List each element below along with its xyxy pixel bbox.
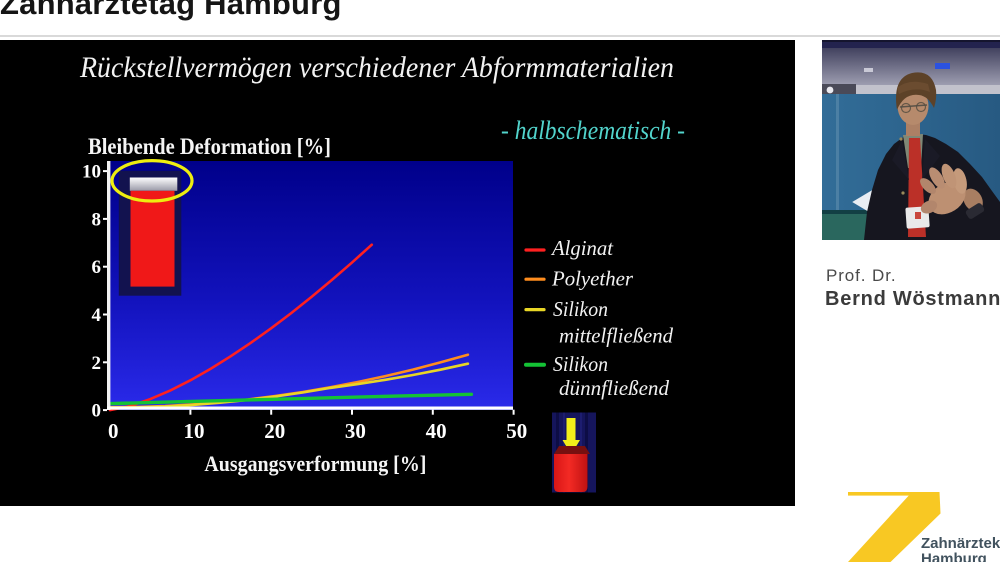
svg-text:0: 0	[92, 401, 102, 422]
svg-text:Zahnärztekammer: Zahnärztekammer	[921, 535, 1000, 552]
svg-text:Silikon: Silikon	[553, 297, 608, 321]
svg-text:dünnfließend: dünnfließend	[559, 376, 669, 400]
svg-text:6: 6	[92, 257, 102, 278]
svg-text:Hamburg: Hamburg	[921, 551, 987, 562]
svg-text:40: 40	[426, 419, 447, 443]
svg-text:- halbschematisch -: - halbschematisch -	[501, 116, 685, 145]
svg-text:Polyether: Polyether	[551, 267, 634, 291]
svg-text:10: 10	[184, 419, 205, 443]
svg-text:Bleibende Deformation [%]: Bleibende Deformation [%]	[88, 134, 331, 159]
svg-text:4: 4	[92, 305, 102, 326]
svg-text:50: 50	[506, 419, 527, 443]
svg-text:Ausgangsverformung [%]: Ausgangsverformung [%]	[204, 451, 426, 476]
svg-text:0: 0	[108, 419, 119, 443]
svg-text:20: 20	[264, 419, 285, 443]
svg-text:Silikon: Silikon	[553, 352, 608, 376]
svg-text:mittelfließend: mittelfließend	[559, 324, 673, 348]
svg-text:Alginat: Alginat	[550, 236, 614, 260]
svg-text:Rückstellvermögen verschiedene: Rückstellvermögen verschiedener Abformma…	[79, 51, 674, 84]
svg-text:30: 30	[345, 419, 366, 443]
svg-text:10: 10	[82, 162, 101, 183]
svg-text:8: 8	[92, 209, 102, 230]
svg-text:2: 2	[92, 353, 102, 374]
